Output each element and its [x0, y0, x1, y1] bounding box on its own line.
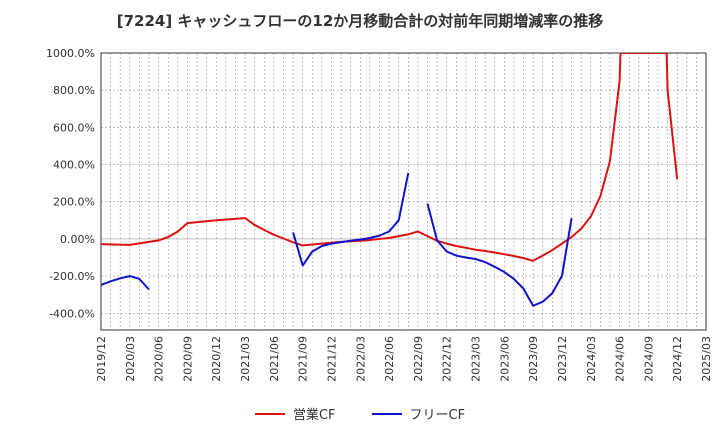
- series-line-free-cf-segment-2: [292, 172, 410, 267]
- x-tick-label: 2022/09: [412, 336, 425, 382]
- x-tick-label: 2024/12: [671, 336, 684, 382]
- series-line-eigyo-cf: [101, 53, 679, 262]
- legend-swatch-free-cf: [371, 412, 402, 415]
- x-tick-label: 2020/12: [210, 336, 223, 382]
- x-tick-label: 2023/03: [470, 336, 483, 382]
- plot-frame: [100, 52, 707, 331]
- legend-label-eigyo-cf: 営業CF: [292, 408, 336, 423]
- x-tick-label: 2021/09: [297, 336, 310, 382]
- series-line-free-cf-segment-3: [426, 203, 573, 307]
- x-tick-label: 2024/06: [614, 336, 627, 382]
- legend-item-eigyo-cf: 営業CF: [254, 404, 336, 423]
- x-tick-label: 2022/03: [354, 336, 367, 382]
- y-tick-label: 0.00%: [60, 233, 95, 246]
- x-tick-label: 2020/03: [124, 336, 137, 382]
- legend-item-free-cf: フリーCF: [371, 404, 466, 423]
- y-tick-label: -200.0%: [49, 270, 95, 283]
- x-tick-label: 2023/09: [527, 336, 540, 382]
- x-tick-label: 2025/03: [700, 336, 713, 382]
- legend-label-free-cf: フリーCF: [409, 408, 466, 423]
- x-tick-label: 2020/09: [181, 336, 194, 382]
- x-tick-label: 2019/12: [95, 336, 108, 382]
- legend: 営業CF フリーCF: [0, 404, 720, 423]
- x-tick-label: 2021/03: [239, 336, 252, 382]
- x-tick-label: 2020/06: [153, 336, 166, 382]
- y-tick-label: -400.0%: [49, 307, 95, 320]
- x-tick-label: 2024/03: [585, 336, 598, 382]
- x-tick-label: 2023/06: [498, 336, 511, 382]
- y-tick-label: 800.0%: [53, 84, 95, 97]
- y-tick-label: 600.0%: [53, 121, 95, 134]
- x-tick-label: 2023/12: [556, 336, 569, 382]
- x-tick-label: 2021/12: [325, 336, 338, 382]
- y-tick-label: 1000.0%: [46, 47, 95, 60]
- y-tick-label: 200.0%: [53, 196, 95, 209]
- chart-title: [7224] キャッシュフローの12か月移動合計の対前年同期増減率の推移: [116, 12, 604, 30]
- series-line-free-cf-segment-1: [101, 275, 150, 291]
- y-tick-label: 400.0%: [53, 159, 95, 172]
- x-tick-label: 2024/09: [642, 336, 655, 382]
- x-tick-label: 2022/12: [441, 336, 454, 382]
- x-tick-label: 2022/06: [383, 336, 396, 382]
- legend-swatch-eigyo-cf: [254, 412, 285, 415]
- x-tick-label: 2021/06: [268, 336, 281, 382]
